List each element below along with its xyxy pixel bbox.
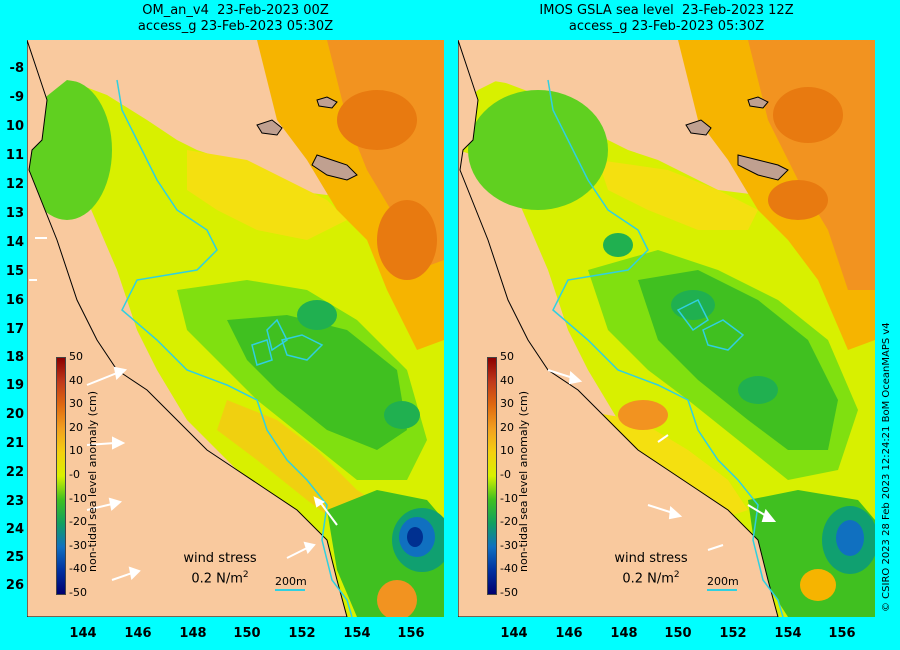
x-tick-label: 144	[69, 626, 97, 641]
wind-arrows-right	[547, 369, 777, 551]
x-tick-label: 152	[719, 626, 747, 641]
x-tick-label: 152	[288, 626, 316, 641]
colorbar-label: non-tidal sea level anomaly (cm)	[86, 391, 99, 572]
left-sea-level-map	[27, 40, 444, 617]
colorbar-tick-label: 20	[69, 420, 83, 434]
x-tick-label: 150	[664, 626, 692, 641]
colorbar-tick-label: -40	[69, 562, 87, 576]
colorbar-tick-label: -40	[500, 562, 518, 576]
colorbar-tick-label: 50	[69, 350, 83, 363]
scale-bar-left: 200m	[275, 575, 307, 591]
y-tick-label: 12	[5, 177, 24, 192]
colorbar-tick-label: -50	[500, 586, 518, 599]
left-title-line2: access_g 23-Feb-2023 05:30Z	[137, 19, 334, 34]
colorbar-tick-label: -0	[500, 468, 511, 481]
y-tick-label: 14	[5, 235, 24, 250]
right-title-line1: IMOS GSLA sea level 23-Feb-2023 12Z	[539, 3, 794, 18]
scale-bar-label: 200m	[275, 575, 307, 588]
x-tick-label: 146	[555, 626, 583, 641]
colorbar-tick-label: 20	[500, 420, 514, 434]
right-sea-level-map	[458, 40, 875, 617]
y-tick-label: 24	[5, 522, 24, 537]
y-tick-label: 25	[5, 550, 24, 565]
wind-arrows	[29, 237, 338, 581]
x-tick-label: 148	[610, 626, 638, 641]
wind-stress-value: 0.2 N/m2	[622, 570, 680, 587]
colorbar-tick-label: -20	[500, 515, 518, 529]
scale-bar-label: 200m	[707, 575, 739, 588]
right-panel-title: IMOS GSLA sea level 23-Feb-2023 12Z acce…	[458, 3, 875, 35]
x-tick-label: 154	[343, 626, 371, 641]
x-tick-label: 144	[500, 626, 528, 641]
wind-stress-legend-right: wind stress 0.2 N/m2	[596, 551, 706, 587]
colorbar-tick-label: -50	[69, 586, 87, 599]
left-map-panel	[27, 40, 444, 617]
colorbar-tick-label: 30	[69, 397, 83, 411]
left-panel-title: OM_an_v4 23-Feb-2023 00Z access_g 23-Feb…	[27, 3, 444, 35]
colorbar-tick-label: 40	[69, 373, 83, 387]
y-tick-label: 17	[5, 322, 24, 337]
x-tick-label: 148	[179, 626, 207, 641]
y-tick-label: 16	[5, 293, 24, 308]
y-tick-label: -9	[9, 90, 24, 105]
colorbar-tick-label: 10	[69, 444, 83, 458]
colorbar-tick-label: 40	[500, 373, 514, 387]
y-tick-label: 23	[5, 494, 24, 509]
colorbar-tick-label: -30	[500, 538, 518, 552]
x-tick-label: 154	[774, 626, 802, 641]
wind-stress-label: wind stress	[614, 551, 688, 566]
credit-text: © CSIRO 2023 28 Feb 2023 12:24:21 BoM Oc…	[881, 322, 892, 612]
colorbar-tick-label: 30	[500, 397, 514, 411]
y-tick-label: 21	[5, 436, 24, 451]
y-tick-label: 26	[5, 578, 24, 593]
scale-bar-line	[275, 589, 305, 591]
x-tick-label: 146	[124, 626, 152, 641]
colorbar-label: non-tidal sea level anomaly (cm)	[517, 391, 530, 572]
wind-stress-label: wind stress	[183, 551, 257, 566]
colorbar-tick-label: -10	[500, 491, 518, 505]
colorbar-tick-label: 50	[500, 350, 514, 363]
colorbar-tick-label: 10	[500, 444, 514, 458]
y-tick-label: 19	[5, 378, 24, 393]
colorbar-tick-label: -10	[69, 491, 87, 505]
x-tick-label: 156	[828, 626, 856, 641]
colorbar-tick-label: -30	[69, 538, 87, 552]
scale-bar-line	[707, 589, 737, 591]
y-tick-label: 20	[5, 407, 24, 422]
scale-bar-right: 200m	[707, 575, 739, 591]
y-tick-label: 18	[5, 350, 24, 365]
right-map-panel	[458, 40, 875, 617]
x-tick-label: 150	[233, 626, 261, 641]
y-tick-label: -8	[9, 61, 24, 76]
colorbar-tick-label: -0	[69, 468, 80, 481]
wind-stress-legend-left: wind stress 0.2 N/m2	[165, 551, 275, 587]
y-tick-label: 15	[5, 264, 24, 279]
y-tick-label: 10	[5, 119, 24, 134]
wind-stress-value: 0.2 N/m2	[191, 570, 249, 587]
y-tick-label: 11	[5, 148, 24, 163]
y-tick-label: 22	[5, 465, 24, 480]
colorbar-tick-label: -20	[69, 515, 87, 529]
y-tick-label: 13	[5, 206, 24, 221]
x-tick-label: 156	[397, 626, 425, 641]
left-title-line1: OM_an_v4 23-Feb-2023 00Z	[142, 3, 329, 18]
right-title-line2: access_g 23-Feb-2023 05:30Z	[568, 19, 765, 34]
